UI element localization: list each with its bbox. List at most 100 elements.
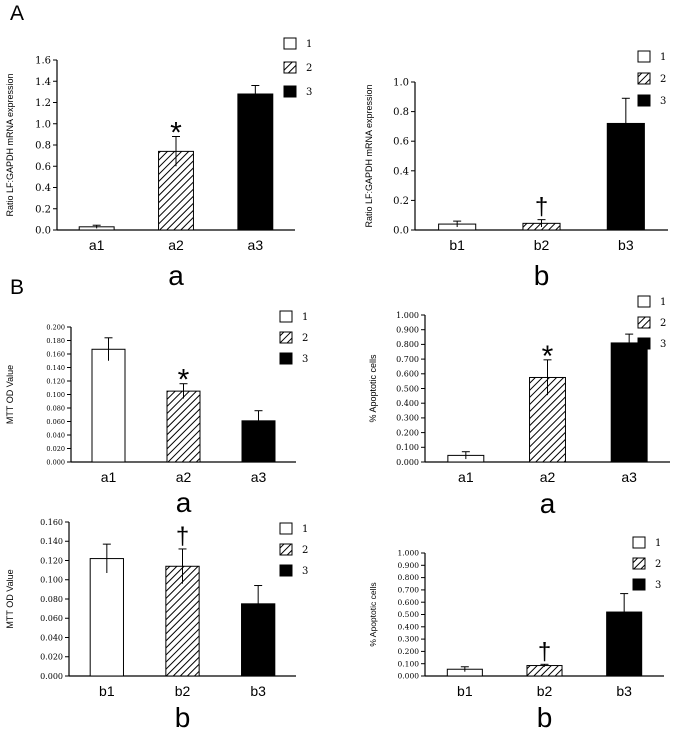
chart1-y-tick-label: 0.4 (35, 183, 51, 194)
chart1-category-label-a2: a2 (168, 237, 184, 253)
chart3-bar-a1 (91, 348, 126, 463)
chart3-category-label-a3: a3 (251, 469, 267, 485)
chart6-x-axis-label: b (537, 702, 553, 729)
chart3-legend-label-3: 3 (302, 354, 308, 365)
chart3-y-tick-label: 0.180 (46, 337, 65, 345)
chart6-y-tick-label: 0.900 (398, 561, 420, 570)
chart6-bar-b2 (526, 665, 563, 677)
chart5-legend-label-3: 3 (302, 566, 308, 577)
chart5-significance-dagger-b2: † (176, 523, 189, 550)
chart4-legend-swatch-1 (637, 295, 651, 308)
chart1-y-tick-label: 0.6 (35, 162, 51, 173)
chart6-significance-dagger-b2: † (538, 638, 551, 665)
chart1-y-tick-label: 1.4 (35, 77, 51, 88)
panel-label-a: A (10, 2, 25, 25)
chart4-y-tick-label: 0.100 (396, 443, 419, 452)
chart2-category-label-b3: b3 (618, 237, 634, 253)
chart4-y-tick-label: 0.700 (396, 355, 419, 364)
chart6-y-axis-label: % Apoptotic cells (368, 582, 378, 646)
chart1-category-label-a3: a3 (248, 237, 264, 253)
chart1-y-tick-label: 0.8 (35, 141, 51, 152)
chart6-y-tick-label: 0.200 (398, 647, 420, 656)
chart2-legend-label-1: 1 (660, 52, 666, 63)
chart2-y-tick-label: 0.8 (393, 107, 409, 118)
chart4-y-tick-label: 0.000 (396, 458, 419, 467)
chart1-y-axis-label: Ratio LF:GAPDH mRNA expression (5, 73, 15, 216)
chart3-legend-label-2: 2 (302, 333, 308, 344)
chart6-y-tick-label: 0.500 (398, 610, 420, 619)
chart2-y-axis-label: Ratio LF:GAPDH mRNA expression (364, 84, 374, 227)
chart5-legend-label-1: 1 (302, 524, 308, 535)
chart1-legend-label-1: 1 (306, 39, 312, 50)
chart6-y-tick-label: 1.000 (398, 549, 420, 558)
chart1-legend-label-2: 2 (306, 63, 312, 74)
chart5-bar-b2 (165, 565, 200, 677)
chart6-legend-swatch-2 (632, 557, 646, 570)
chart6-y-tick-label: 0.100 (398, 659, 420, 668)
chart5-legend-swatch-3 (279, 564, 293, 577)
chart4-y-tick-label: 0.800 (396, 340, 419, 349)
chart6-legend-swatch-3 (632, 578, 646, 591)
chart5-y-tick-label: 0.080 (40, 595, 63, 604)
chart1-x-axis-label: a (168, 260, 184, 291)
chart2-legend-label-3: 3 (660, 96, 666, 107)
chart6-y-tick-label: 0.700 (398, 586, 420, 595)
chart3-legend-swatch-1 (279, 310, 293, 323)
chart3-y-tick-label: 0.060 (46, 418, 65, 426)
chart5-y-tick-label: 0.040 (40, 633, 63, 642)
chart2-category-label-b2: b2 (534, 237, 550, 253)
chart1-category-label-a1: a1 (89, 237, 105, 253)
chart6-y-tick-label: 0.600 (398, 598, 420, 607)
chart6-legend-label-2: 2 (655, 559, 661, 570)
chart1-legend-swatch-3 (283, 85, 297, 98)
chart3-legend-swatch-3 (279, 352, 293, 365)
chart2-legend-swatch-3 (637, 94, 651, 107)
chart3-category-label-a1: a1 (101, 469, 117, 485)
chart4-legend-label-1: 1 (660, 297, 666, 308)
chart4-legend-swatch-3 (637, 337, 651, 350)
chart5-legend-swatch-1 (279, 522, 293, 535)
chart5-y-tick-label: 0.140 (40, 537, 63, 546)
chart4-y-tick-label: 0.400 (396, 399, 419, 408)
chart3-legend-swatch-2 (279, 331, 293, 344)
chart6-y-tick-label: 0.000 (398, 672, 420, 681)
chart3-y-tick-label: 0.200 (46, 323, 65, 331)
chart5-y-axis-label: MTT OD Value (5, 569, 15, 628)
chart3-legend-label-1: 1 (302, 312, 308, 323)
chart4-legend-label-2: 2 (660, 318, 666, 329)
chart2-x-axis-label: b (534, 260, 550, 291)
chart5-y-tick-label: 0.100 (40, 576, 63, 585)
chart3-y-tick-label: 0.020 (46, 445, 65, 453)
chart3-y-tick-label: 0.080 (46, 404, 65, 412)
chart2-category-label-b1: b1 (449, 237, 465, 253)
chart4-y-tick-label: 0.600 (396, 370, 419, 379)
chart4-y-tick-label: 0.900 (396, 326, 419, 335)
chart5-y-tick-label: 0.160 (40, 518, 63, 527)
chart3-y-axis-label: MTT OD Value (5, 365, 15, 424)
chart3-y-tick-label: 0.160 (46, 350, 65, 358)
panel-label-b: B (10, 276, 25, 299)
chart6-y-tick-label: 0.800 (398, 573, 420, 582)
chart4-category-label-a3: a3 (621, 469, 637, 485)
chart5-y-tick-label: 0.060 (40, 614, 63, 623)
chart1-y-tick-label: 1.2 (35, 98, 51, 109)
chart2-legend-swatch-1 (637, 50, 651, 63)
chart1-legend-swatch-1 (283, 37, 297, 50)
chart6-legend-label-3: 3 (655, 580, 661, 591)
chart3-bar-a2 (166, 390, 201, 463)
chart5-category-label-b3: b3 (250, 683, 266, 699)
chart2-y-tick-label: 0.6 (393, 137, 409, 148)
chart6-y-tick-label: 0.300 (398, 635, 420, 644)
chart6-legend-swatch-1 (632, 536, 646, 549)
chart4-y-tick-label: 0.300 (396, 414, 419, 423)
chart5-x-axis-label: b (175, 702, 191, 729)
chart2-legend-label-2: 2 (660, 74, 666, 85)
chart4-y-tick-label: 0.500 (396, 384, 419, 393)
chart6-legend-label-1: 1 (655, 538, 661, 549)
chart4-category-label-a2: a2 (540, 469, 556, 485)
chart1-y-tick-label: 1.0 (35, 119, 51, 130)
chart5-y-tick-label: 0.000 (40, 672, 63, 681)
chart3-y-tick-label: 0.040 (46, 431, 65, 439)
chart4-bar-a3 (610, 342, 648, 463)
